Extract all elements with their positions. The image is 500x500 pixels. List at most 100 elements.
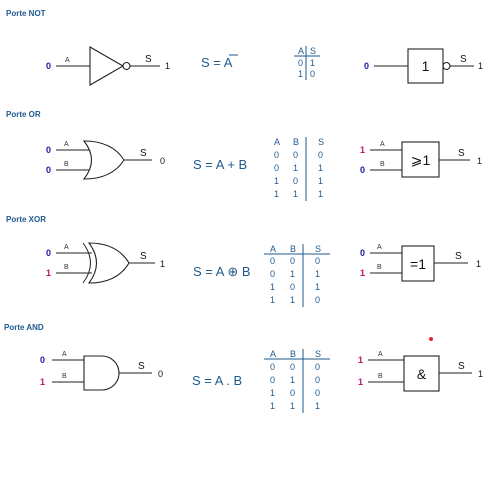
box-output-value: 1 [476, 259, 481, 269]
table-cell: 1 [293, 163, 298, 173]
box-input-a-value: 1 [360, 145, 365, 155]
red-dot-marker [429, 337, 433, 341]
xor-box-symbol: 0 1 A B =1 S 1 [360, 244, 481, 282]
and-box [403, 355, 440, 392]
table-cell: 1 [318, 176, 323, 186]
box-input-b-value: 1 [358, 377, 363, 387]
output-label: S [140, 251, 147, 262]
table-cell: 1 [310, 58, 315, 68]
input-b-value: 1 [46, 268, 51, 278]
box-input-b-label: B [377, 264, 382, 271]
table-cell: 0 [270, 269, 275, 279]
table-cell: 0 [298, 58, 303, 68]
output-value: 1 [165, 61, 170, 71]
table-cell: 0 [274, 163, 279, 173]
input-a-label: A [65, 57, 70, 64]
box-output-value: 1 [478, 369, 483, 379]
section-or: Porte OR 0 0 A B S 0 S = A + B A B S 0 0… [6, 110, 482, 201]
table-cell: 0 [270, 256, 275, 266]
table-cell: 0 [315, 256, 320, 266]
table-cell: 0 [293, 176, 298, 186]
table-cell: 1 [274, 189, 279, 199]
section-and: Porte AND 0 1 A B S 0 S = A . B A B S 0 … [4, 323, 483, 413]
or-box-symbol: 1 0 A B ⩾1 S 1 [360, 141, 482, 178]
not-gate-symbol: 0 A S 1 [46, 46, 170, 86]
box-output-label: S [455, 251, 462, 262]
table-cell: 0 [315, 362, 320, 372]
table-cell: 1 [315, 269, 320, 279]
table-header: B [290, 349, 296, 359]
input-b-label: B [62, 373, 67, 380]
equation-text: S = A ⊕ B [193, 264, 251, 279]
not-truth-table: A S 0 1 1 0 [294, 46, 320, 80]
xor-gate-symbol: 0 1 A B S 1 [46, 242, 165, 284]
xor-extra-arc [82, 242, 91, 284]
section-not: Porte NOT 0 A S 1 S = A A S 0 1 1 0 0 [6, 9, 483, 86]
table-cell: 1 [270, 388, 275, 398]
input-a-value: 0 [46, 61, 51, 71]
table-cell: 0 [270, 375, 275, 385]
box-output-label: S [460, 54, 467, 65]
box-output-label: S [458, 148, 465, 159]
table-cell: 1 [270, 295, 275, 305]
box-input-value: 0 [364, 61, 369, 71]
box-input-a-value: 0 [360, 248, 365, 258]
output-label: S [140, 148, 147, 159]
table-cell: 0 [318, 150, 323, 160]
input-a-label: A [62, 351, 67, 358]
inversion-bubble [442, 61, 451, 71]
and-box-symbol: 1 1 A B & S 1 [358, 337, 483, 392]
box-symbol: =1 [410, 256, 426, 272]
input-b-label: B [64, 161, 69, 168]
and-gate-symbol: 0 1 A B S 0 [40, 351, 163, 391]
output-label: S [138, 361, 145, 372]
table-cell: 1 [290, 269, 295, 279]
or-truth-table: A B S 0 0 0 0 1 1 1 0 1 1 1 1 [274, 137, 324, 201]
input-b-value: 1 [40, 377, 45, 387]
table-header: S [318, 137, 324, 147]
box-symbol: & [417, 366, 427, 382]
and-truth-table: A B S 0 0 0 0 1 0 1 0 0 1 1 1 [264, 349, 330, 413]
table-cell: 1 [318, 189, 323, 199]
xor-box [401, 245, 435, 282]
table-cell: 0 [290, 362, 295, 372]
table-cell: 1 [270, 282, 275, 292]
section-title: Porte OR [6, 110, 41, 119]
and-gate-body [83, 355, 120, 391]
table-header: A [274, 137, 280, 147]
box-output-label: S [458, 361, 465, 372]
table-cell: 0 [310, 69, 315, 79]
not-box [407, 48, 444, 84]
section-title: Porte XOR [6, 215, 46, 224]
table-cell: 0 [293, 150, 298, 160]
input-b-value: 0 [46, 165, 51, 175]
table-cell: 0 [315, 295, 320, 305]
box-output-value: 1 [478, 61, 483, 71]
or-box [401, 141, 440, 178]
table-cell: 1 [315, 282, 320, 292]
table-cell: 0 [274, 150, 279, 160]
table-cell: 1 [293, 189, 298, 199]
box-input-a-value: 1 [358, 355, 363, 365]
table-cell: 0 [290, 282, 295, 292]
table-header: B [293, 137, 299, 147]
xor-gate-body [87, 242, 130, 284]
box-input-b-label: B [378, 373, 383, 380]
table-header: S [310, 46, 316, 56]
xor-equation: S = A ⊕ B [193, 264, 251, 279]
table-cell: 1 [298, 69, 303, 79]
equation-text: S = A + B [193, 157, 247, 172]
box-input-b-value: 0 [360, 165, 365, 175]
table-header: A [270, 244, 276, 254]
box-symbol: ⩾1 [411, 152, 431, 168]
or-gate-body [82, 140, 125, 180]
table-cell: 1 [274, 176, 279, 186]
output-label: S [145, 54, 152, 65]
table-header: B [290, 244, 296, 254]
table-header: A [270, 349, 276, 359]
table-cell: 0 [290, 388, 295, 398]
output-value: 0 [158, 369, 163, 379]
table-header: S [315, 244, 321, 254]
input-a-value: 0 [46, 145, 51, 155]
output-value: 1 [160, 259, 165, 269]
